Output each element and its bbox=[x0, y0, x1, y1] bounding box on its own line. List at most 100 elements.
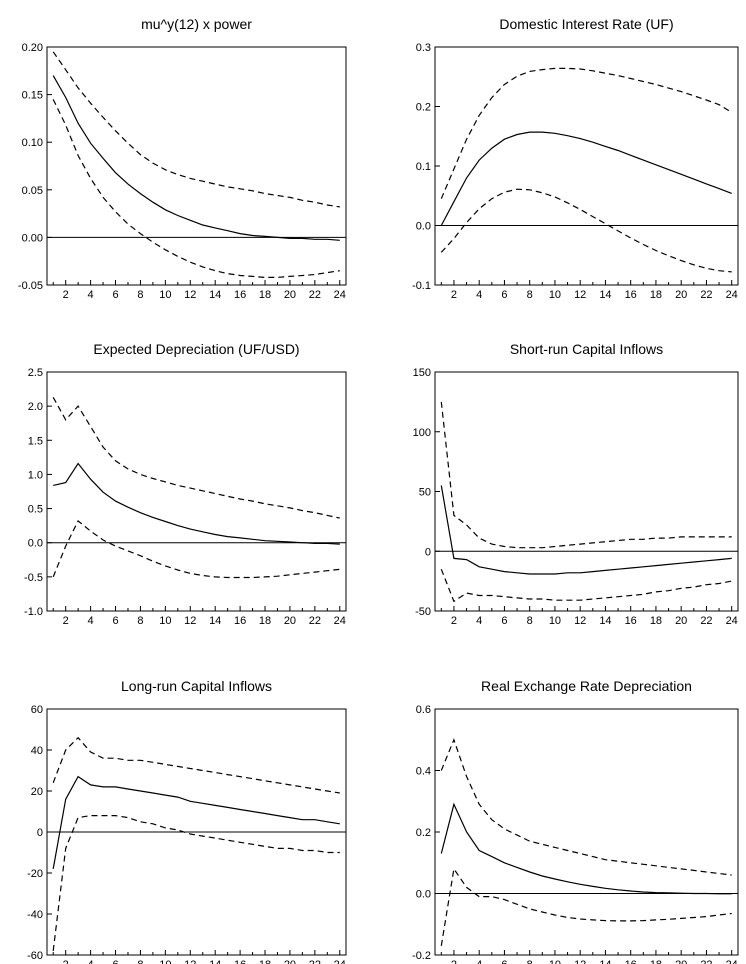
series-line-upper bbox=[440, 401, 732, 549]
y-tick-label: -0.5 bbox=[24, 572, 43, 584]
x-tick-label: 18 bbox=[650, 289, 662, 301]
x-tick-label: 20 bbox=[675, 959, 687, 964]
x-tick-label: 6 bbox=[501, 959, 507, 964]
series-line-upper bbox=[52, 397, 340, 519]
y-tick-label: 0 bbox=[37, 827, 43, 839]
x-tick-label: 4 bbox=[476, 959, 482, 964]
x-tick-label: 6 bbox=[501, 289, 507, 301]
x-tick-label: 18 bbox=[650, 959, 662, 964]
x-tick-label: 22 bbox=[700, 289, 712, 301]
x-tick-label: 22 bbox=[700, 615, 712, 627]
x-tick-label: 12 bbox=[574, 289, 586, 301]
panel-title: mu^y(12) x power bbox=[141, 16, 252, 32]
x-tick-label: 10 bbox=[549, 615, 561, 627]
x-tick-label: 24 bbox=[726, 289, 738, 301]
x-tick-label: 4 bbox=[88, 959, 94, 964]
x-tick-label: 6 bbox=[112, 289, 118, 301]
x-tick-label: 10 bbox=[549, 289, 561, 301]
y-tick-label: 2.0 bbox=[28, 401, 43, 413]
plot-frame bbox=[46, 46, 347, 286]
x-tick-label: 20 bbox=[675, 289, 687, 301]
x-tick-label: 6 bbox=[501, 615, 507, 627]
x-tick-label: 14 bbox=[209, 615, 221, 627]
x-tick-label: 16 bbox=[234, 615, 246, 627]
series-line-lower bbox=[52, 519, 340, 579]
x-tick-label: 24 bbox=[726, 959, 738, 964]
y-tick-label: 1.0 bbox=[28, 469, 43, 481]
series-line-lower bbox=[440, 188, 732, 273]
series-line-response bbox=[440, 802, 732, 895]
x-tick-label: 10 bbox=[549, 959, 561, 964]
y-tick-label: 0.20 bbox=[22, 42, 43, 54]
x-tick-label: 4 bbox=[476, 615, 482, 627]
y-tick-label: -60 bbox=[27, 950, 43, 962]
x-tick-label: 22 bbox=[309, 289, 321, 301]
plot-frame bbox=[434, 46, 739, 286]
plot-frame bbox=[46, 371, 347, 612]
series-line-upper bbox=[52, 51, 340, 208]
y-tick-label: 0.00 bbox=[22, 232, 43, 244]
x-tick-label: 14 bbox=[599, 615, 611, 627]
x-tick-label: 12 bbox=[574, 959, 586, 964]
y-tick-label: -0.1 bbox=[412, 280, 431, 292]
x-tick-label: 24 bbox=[334, 959, 346, 964]
x-tick-label: 22 bbox=[700, 959, 712, 964]
x-tick-label: 10 bbox=[159, 959, 171, 964]
x-tick-label: 2 bbox=[451, 289, 457, 301]
series-line-response bbox=[52, 775, 340, 870]
x-tick-label: 2 bbox=[451, 959, 457, 964]
panel-title: Real Exchange Rate Depreciation bbox=[481, 678, 692, 694]
y-tick-label: -0.05 bbox=[18, 280, 43, 292]
x-tick-label: 14 bbox=[209, 959, 221, 964]
y-tick-label: -40 bbox=[27, 909, 43, 921]
x-tick-label: 14 bbox=[599, 289, 611, 301]
x-tick-label: 4 bbox=[476, 289, 482, 301]
y-tick-label: 2.5 bbox=[28, 367, 43, 379]
y-tick-label: 150 bbox=[413, 367, 431, 379]
x-tick-label: 12 bbox=[184, 289, 196, 301]
x-tick-label: 2 bbox=[63, 289, 69, 301]
x-tick-label: 20 bbox=[675, 615, 687, 627]
x-tick-label: 22 bbox=[309, 959, 321, 964]
series-line-response bbox=[52, 75, 340, 241]
x-tick-label: 2 bbox=[451, 615, 457, 627]
plot-frame bbox=[434, 371, 739, 612]
x-tick-label: 18 bbox=[259, 959, 271, 964]
y-tick-label: 0.3 bbox=[416, 42, 431, 54]
y-tick-label: 0.4 bbox=[416, 766, 431, 778]
y-tick-label: -20 bbox=[27, 868, 43, 880]
x-tick-label: 16 bbox=[625, 615, 637, 627]
series-line-upper bbox=[440, 67, 733, 199]
x-tick-label: 20 bbox=[284, 959, 296, 964]
x-tick-label: 8 bbox=[137, 615, 143, 627]
x-tick-label: 10 bbox=[159, 289, 171, 301]
chart-panel-6: Real Exchange Rate Depreciation -0.2 0.0 0.… bbox=[412, 678, 739, 964]
x-tick-label: 6 bbox=[112, 615, 118, 627]
y-tick-label: 0.0 bbox=[416, 889, 431, 901]
x-tick-label: 24 bbox=[334, 289, 346, 301]
x-tick-label: 18 bbox=[259, 289, 271, 301]
chart-panel-3: Expected Depreciation (UF/USD) -1.0 -0.5 0.… bbox=[24, 341, 347, 627]
x-tick-label: 4 bbox=[88, 289, 94, 301]
series-line-upper bbox=[440, 738, 732, 876]
x-tick-label: 18 bbox=[650, 615, 662, 627]
series-line-lower bbox=[440, 568, 732, 603]
panel-title: Long-run Capital Inflows bbox=[121, 678, 272, 694]
x-tick-label: 2 bbox=[63, 959, 69, 964]
y-tick-label: -1.0 bbox=[24, 606, 43, 618]
y-tick-label: 50 bbox=[419, 487, 431, 499]
x-tick-label: 8 bbox=[527, 959, 533, 964]
x-tick-label: 2 bbox=[63, 615, 69, 627]
y-tick-label: 0.6 bbox=[416, 704, 431, 716]
y-tick-label: 0.2 bbox=[416, 827, 431, 839]
series-line-lower bbox=[52, 99, 340, 278]
series-line-response bbox=[53, 462, 340, 545]
x-tick-label: 12 bbox=[184, 615, 196, 627]
x-tick-label: 8 bbox=[137, 289, 143, 301]
series-line-response bbox=[440, 485, 732, 575]
x-tick-label: 12 bbox=[184, 959, 196, 964]
y-tick-label: 0.0 bbox=[28, 538, 43, 550]
panel-title: Domestic Interest Rate (UF) bbox=[499, 16, 673, 32]
x-tick-label: 16 bbox=[625, 289, 637, 301]
y-tick-label: 1.5 bbox=[28, 435, 43, 447]
